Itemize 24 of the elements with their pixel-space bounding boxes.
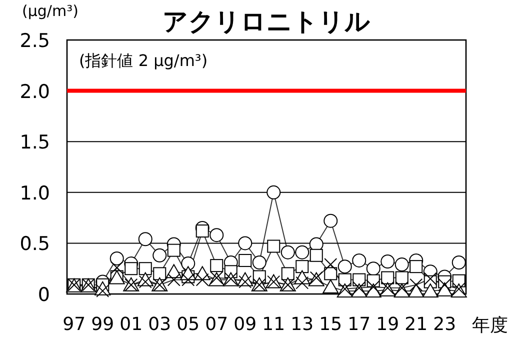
x-tick-label: 07	[205, 314, 228, 335]
y-tick-label: 1.5	[20, 132, 50, 154]
y-tick-label: 2.0	[20, 80, 50, 103]
x-tick-label: 15	[319, 314, 342, 335]
y-tick-label: 0.5	[20, 233, 50, 256]
x-tick-label: 05	[176, 314, 200, 335]
x-tick-label: 09	[234, 314, 257, 335]
x-tick-label: 97	[62, 314, 86, 335]
chart-title: アクリロニトリル	[162, 7, 370, 36]
y-tick-label: 0	[38, 284, 50, 306]
x-axis-title: 年度	[472, 315, 508, 336]
x-tick-label: 01	[120, 314, 143, 335]
y-axis-title: (μg/m³)	[22, 2, 78, 20]
ref-line-label: (指針値 2 μg/m³)	[79, 51, 208, 70]
y-tick-label: 2.5	[20, 30, 50, 52]
x-tick-label: 23	[433, 314, 456, 335]
x-tick-label: 13	[290, 314, 314, 335]
x-tick-label: 17	[348, 314, 371, 335]
x-tick-label: 03	[148, 314, 172, 335]
x-tick-label: 11	[262, 314, 286, 335]
y-tick-label: 1.0	[20, 182, 50, 204]
x-tick-label: 99	[91, 314, 114, 335]
x-tick-label: 19	[376, 314, 400, 335]
x-tick-label: 21	[404, 314, 428, 335]
